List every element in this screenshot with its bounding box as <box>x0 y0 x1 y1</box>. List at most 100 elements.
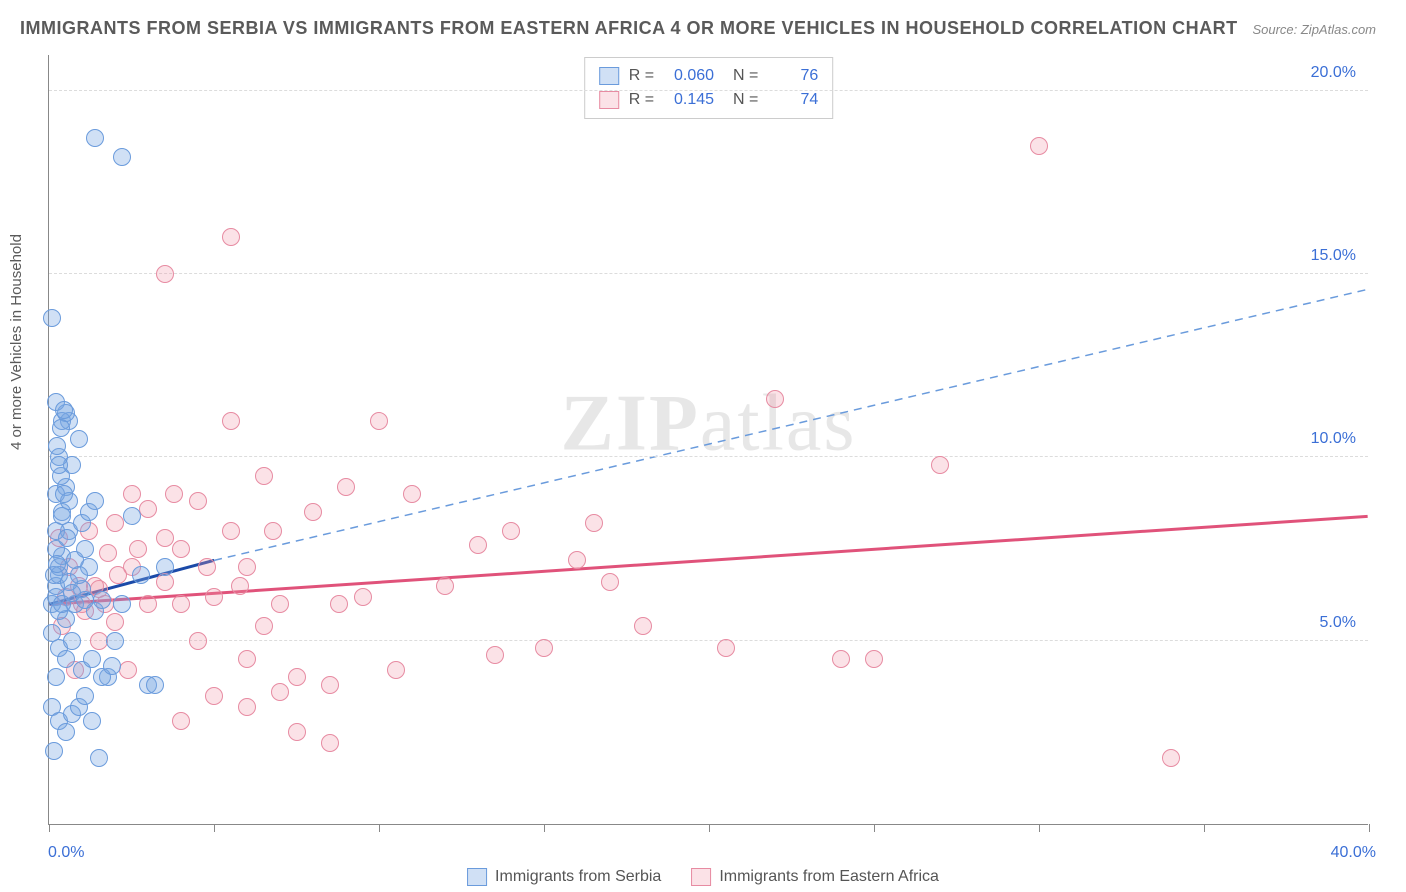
scatter-point-pink <box>106 514 124 532</box>
scatter-point-pink <box>231 577 249 595</box>
xtick <box>874 824 875 832</box>
scatter-point-blue <box>76 687 94 705</box>
scatter-point-pink <box>469 536 487 554</box>
scatter-point-pink <box>264 522 282 540</box>
scatter-point-pink <box>601 573 619 591</box>
scatter-point-blue <box>55 485 73 503</box>
scatter-point-pink <box>222 228 240 246</box>
gridline <box>49 273 1368 274</box>
scatter-point-pink <box>288 723 306 741</box>
ytick-label: 5.0% <box>1320 614 1356 632</box>
gridline <box>49 90 1368 91</box>
ytick-label: 10.0% <box>1311 430 1356 448</box>
scatter-point-pink <box>255 617 273 635</box>
scatter-point-blue <box>76 591 94 609</box>
scatter-point-blue <box>50 456 68 474</box>
scatter-point-pink <box>123 485 141 503</box>
scatter-point-blue <box>63 632 81 650</box>
scatter-point-blue <box>93 591 111 609</box>
scatter-point-pink <box>156 529 174 547</box>
stats-row-pink: R = 0.145 N = 74 <box>599 88 819 112</box>
scatter-point-blue <box>45 742 63 760</box>
scatter-point-pink <box>321 734 339 752</box>
scatter-point-blue <box>146 676 164 694</box>
scatter-point-blue <box>113 595 131 613</box>
r-value-pink: 0.145 <box>664 88 714 112</box>
scatter-point-pink <box>766 390 784 408</box>
stats-row-blue: R = 0.060 N = 76 <box>599 64 819 88</box>
n-label: N = <box>724 64 758 88</box>
scatter-point-pink <box>90 632 108 650</box>
scatter-point-pink <box>106 613 124 631</box>
scatter-point-pink <box>717 639 735 657</box>
scatter-point-pink <box>354 588 372 606</box>
scatter-point-pink <box>370 412 388 430</box>
scatter-point-blue <box>47 668 65 686</box>
scatter-point-blue <box>55 401 73 419</box>
scatter-point-pink <box>337 478 355 496</box>
scatter-point-pink <box>585 514 603 532</box>
scatter-point-blue <box>53 595 71 613</box>
scatter-point-pink <box>502 522 520 540</box>
scatter-point-blue <box>106 632 124 650</box>
scatter-point-pink <box>99 544 117 562</box>
xtick <box>1369 824 1370 832</box>
scatter-point-pink <box>198 558 216 576</box>
scatter-point-blue <box>57 650 75 668</box>
xtick <box>544 824 545 832</box>
scatter-point-pink <box>255 467 273 485</box>
scatter-point-pink <box>172 540 190 558</box>
scatter-point-pink <box>486 646 504 664</box>
swatch-pink <box>599 91 619 109</box>
n-label: N = <box>724 88 758 112</box>
scatter-point-blue <box>90 749 108 767</box>
scatter-point-pink <box>156 265 174 283</box>
gridline <box>49 456 1368 457</box>
scatter-point-pink <box>436 577 454 595</box>
swatch-blue <box>599 67 619 85</box>
scatter-point-pink <box>304 503 322 521</box>
scatter-point-pink <box>222 522 240 540</box>
scatter-point-blue <box>132 566 150 584</box>
source-text: Source: ZipAtlas.com <box>1252 22 1376 37</box>
scatter-point-pink <box>330 595 348 613</box>
scatter-point-blue <box>76 540 94 558</box>
bottom-legend: Immigrants from Serbia Immigrants from E… <box>467 868 939 886</box>
scatter-point-pink <box>205 687 223 705</box>
scatter-point-blue <box>103 657 121 675</box>
scatter-point-pink <box>1162 749 1180 767</box>
scatter-point-pink <box>205 588 223 606</box>
scatter-point-blue <box>83 650 101 668</box>
scatter-point-blue <box>43 309 61 327</box>
watermark-bold: ZIP <box>561 380 700 468</box>
scatter-point-pink <box>1030 137 1048 155</box>
scatter-point-blue <box>52 419 70 437</box>
scatter-point-blue <box>86 129 104 147</box>
r-value-blue: 0.060 <box>664 64 714 88</box>
scatter-point-blue <box>48 555 66 573</box>
scatter-point-pink <box>172 595 190 613</box>
scatter-point-pink <box>172 712 190 730</box>
xtick-label-min: 0.0% <box>48 844 84 862</box>
scatter-point-blue <box>48 437 66 455</box>
ytick-label: 15.0% <box>1311 247 1356 265</box>
scatter-point-pink <box>271 683 289 701</box>
scatter-point-pink <box>535 639 553 657</box>
scatter-point-pink <box>865 650 883 668</box>
xtick <box>1204 824 1205 832</box>
scatter-point-pink <box>568 551 586 569</box>
scatter-point-pink <box>288 668 306 686</box>
xtick <box>49 824 50 832</box>
scatter-point-blue <box>70 566 88 584</box>
scatter-point-blue <box>86 492 104 510</box>
gridline <box>49 640 1368 641</box>
scatter-point-pink <box>189 632 207 650</box>
scatter-point-pink <box>321 676 339 694</box>
scatter-point-pink <box>129 540 147 558</box>
xtick <box>1039 824 1040 832</box>
scatter-point-pink <box>119 661 137 679</box>
xtick <box>709 824 710 832</box>
stats-legend-box: R = 0.060 N = 76 R = 0.145 N = 74 <box>584 57 834 119</box>
scatter-point-pink <box>165 485 183 503</box>
n-value-pink: 74 <box>768 88 818 112</box>
